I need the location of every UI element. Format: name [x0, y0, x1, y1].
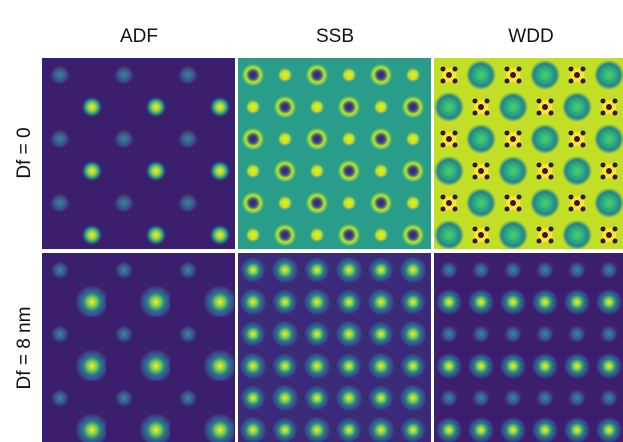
image-panel [238, 253, 431, 442]
column-title: ADF [120, 26, 158, 47]
image-panel [434, 253, 623, 442]
figure: ADF SSB WDD Df = 0 Df = 8 nm [0, 0, 623, 442]
image-panel [434, 58, 623, 249]
row-label: Df = 8 nm [14, 307, 35, 390]
image-panel [42, 58, 235, 249]
row-label: Df = 0 [14, 127, 35, 178]
image-panel [42, 253, 235, 442]
column-title: SSB [316, 26, 354, 47]
column-title: WDD [508, 26, 553, 47]
image-panel [238, 58, 431, 249]
